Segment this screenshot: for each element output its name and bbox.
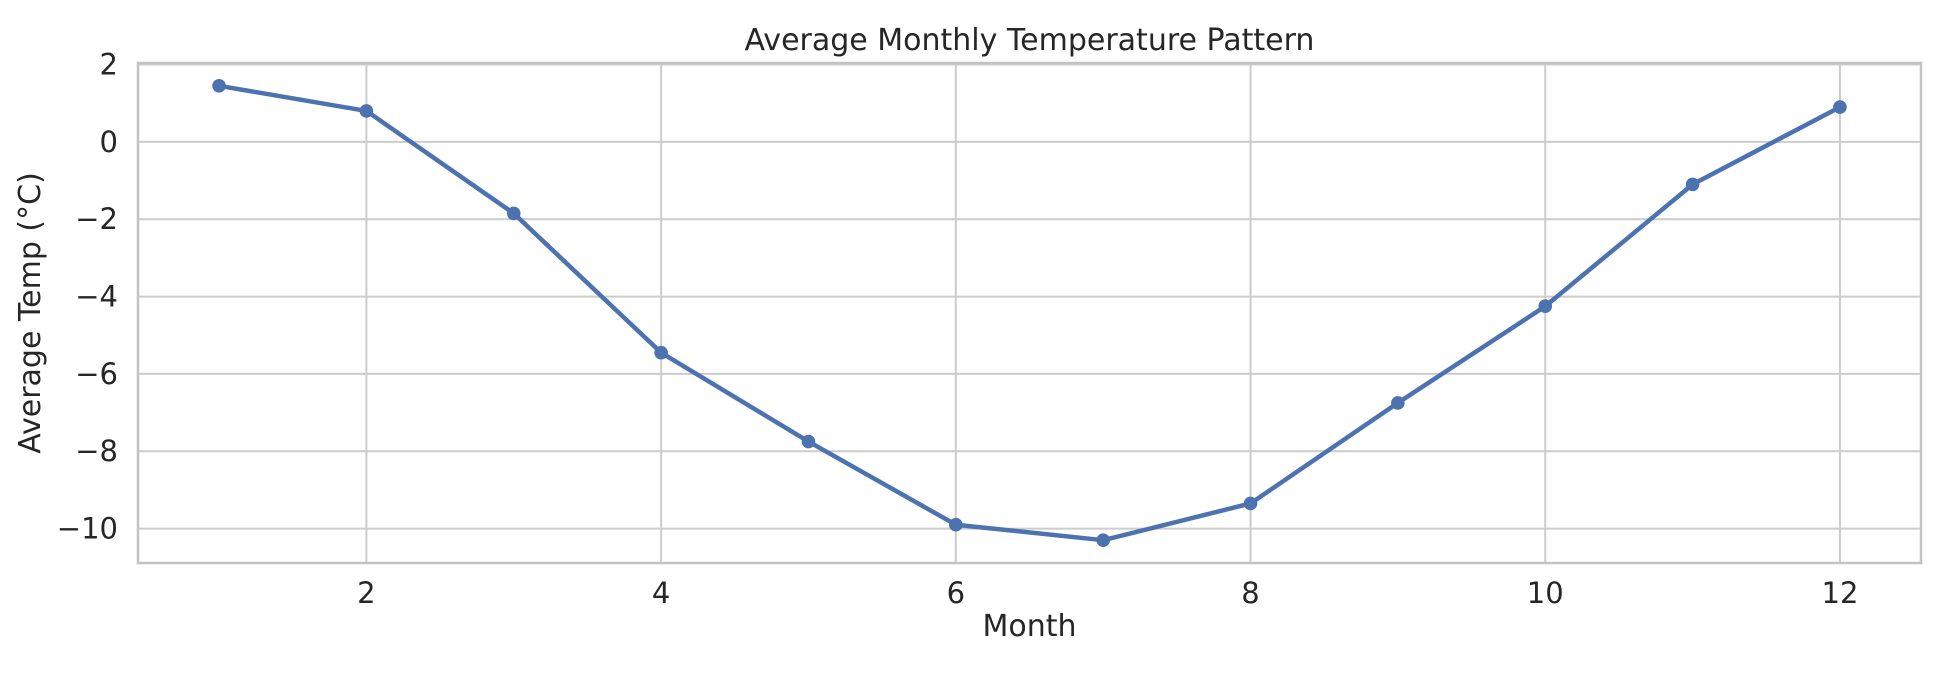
data-point-marker <box>1685 177 1700 192</box>
y-tick-label: −10 <box>57 512 118 546</box>
data-point-marker <box>654 345 668 360</box>
x-tick-label: 2 <box>357 576 375 610</box>
data-point-marker <box>1096 533 1110 547</box>
data-point-marker <box>212 79 226 93</box>
y-tick-label: 2 <box>100 48 118 82</box>
y-tick-label: −6 <box>75 357 118 391</box>
y-tick-label: 0 <box>100 125 118 159</box>
data-point-marker <box>801 434 816 449</box>
x-tick-label: 10 <box>1527 576 1564 610</box>
data-point-marker <box>506 206 521 221</box>
y-tick-label: −8 <box>75 434 118 468</box>
data-point-marker <box>359 104 374 118</box>
plot-border <box>136 61 1923 565</box>
data-point-marker <box>1538 299 1553 314</box>
chart-title: Average Monthly Temperature Pattern <box>745 23 1315 58</box>
x-tick-label: 6 <box>947 576 965 610</box>
temperature-line <box>216 83 1843 543</box>
x-axis-label: Month <box>982 609 1076 644</box>
gridlines <box>138 63 1921 563</box>
x-tick-label: 4 <box>652 576 670 610</box>
x-tick-label: 12 <box>1822 576 1859 610</box>
data-point-marker <box>949 517 963 532</box>
data-point-marker <box>1833 100 1847 114</box>
axis-tick-labels: 2 4 6 8 10 12 2 0 −2 −4 −6 −8 −10 <box>57 48 1859 610</box>
data-point-marker <box>1391 396 1405 410</box>
x-tick-label: 8 <box>1241 576 1259 610</box>
y-tick-label: −2 <box>75 202 118 236</box>
y-axis-label: Average Temp (°C) <box>13 172 48 454</box>
data-point-marker <box>1243 496 1258 511</box>
line-series <box>212 79 1847 547</box>
y-tick-label: −4 <box>75 280 118 314</box>
